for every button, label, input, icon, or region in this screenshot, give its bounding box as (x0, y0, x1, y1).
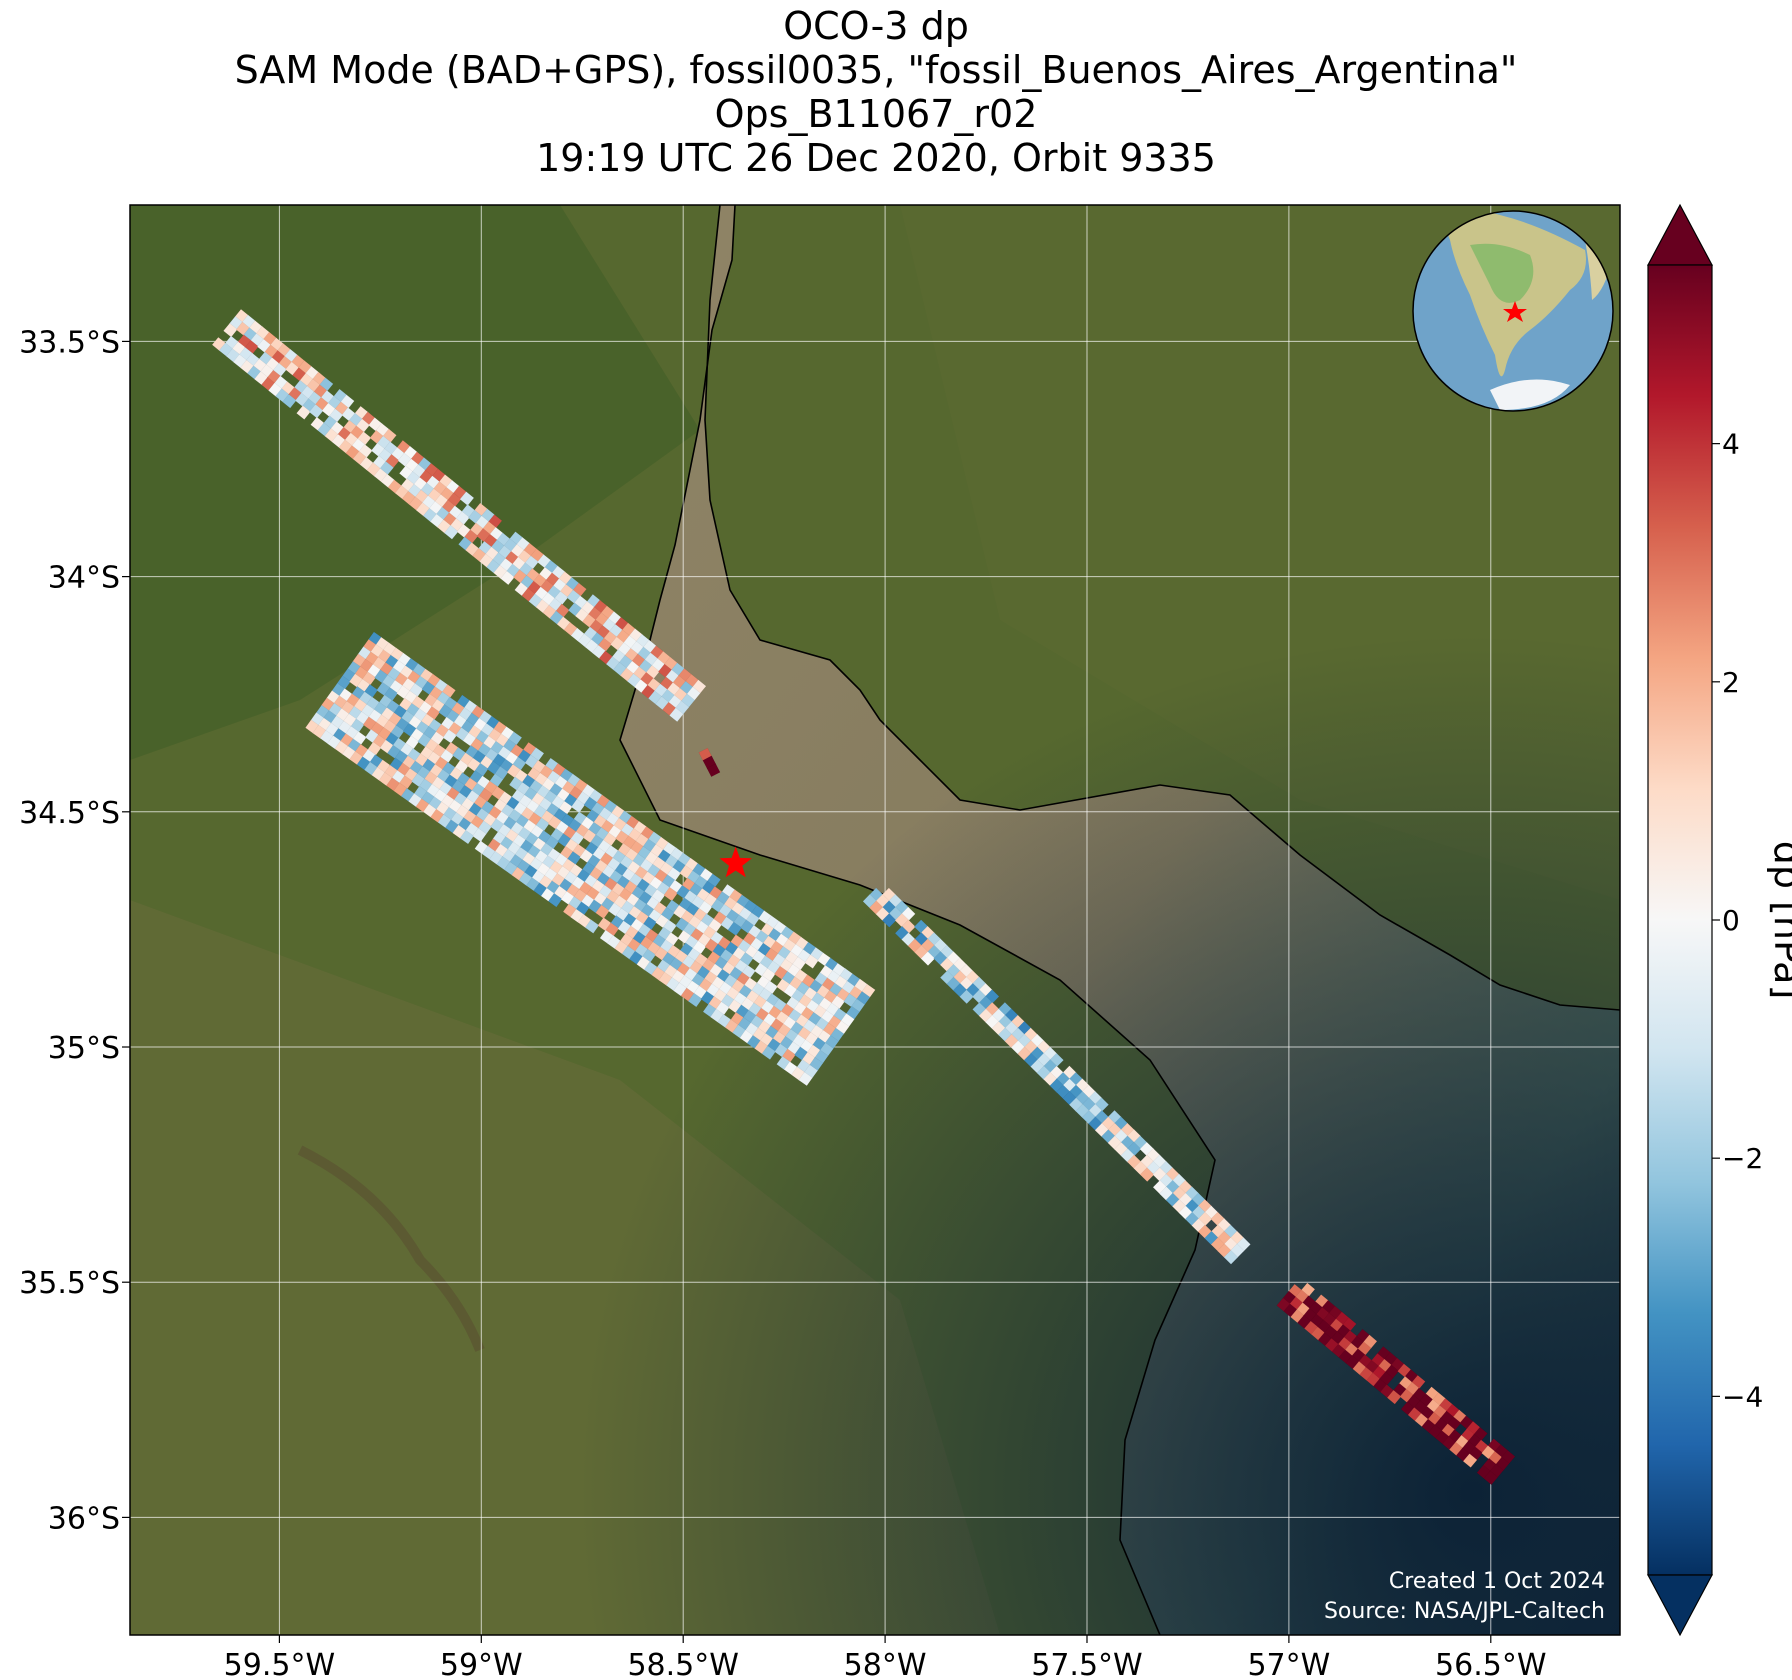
x-tick-label: 57.5°W (1031, 1648, 1142, 1680)
globe-inset (1412, 210, 1614, 412)
colorbar-gradient (1647, 264, 1713, 1576)
footprint (1483, 1470, 1499, 1486)
map-gridlines (130, 205, 1620, 1635)
credit-created: Created 1 Oct 2024 (1389, 1569, 1605, 1594)
footprint (296, 405, 311, 420)
coastline-north (704, 205, 1620, 1011)
colorbar-tick-label: 0 (1722, 904, 1740, 937)
title-line-3: Ops_B11067_r02 (714, 92, 1038, 136)
footprint (444, 525, 459, 540)
globe-star-icon (1503, 301, 1527, 322)
colorbar-label: dp [hPa] (1766, 841, 1792, 1000)
footprint (798, 1071, 813, 1087)
axis-ticks: 59.5°W 59°W 58.5°W 58°W 57.5°W 57°W 56.5°W 33.5… (19, 325, 1546, 1680)
footprint (687, 992, 703, 1008)
x-tick-label: 56.5°W (1435, 1648, 1546, 1680)
globe-outline (1412, 210, 1614, 412)
footprint (500, 570, 515, 586)
y-tick-label: 35.5°S (19, 1266, 120, 1301)
footprint (1462, 1453, 1478, 1468)
amazon-shape (1470, 243, 1534, 303)
colorbar-tick-label: 2 (1722, 666, 1740, 699)
swath-swath-1 (211, 308, 707, 722)
colorbar: 4 2 0 −2 −4 dp [hPa] (1647, 203, 1792, 1637)
y-tick-label: 36°S (48, 1501, 120, 1536)
footprint (881, 913, 897, 928)
antarctica-shape (1490, 379, 1570, 410)
footprint (669, 707, 684, 722)
footprint (548, 892, 563, 908)
y-tick-label: 34°S (48, 561, 120, 596)
footprint (459, 829, 475, 845)
x-tick-label: 57°W (1247, 1648, 1330, 1680)
credit-source: Source: NASA/JPL-Caltech (1324, 1599, 1605, 1624)
y-tick-label: 34.5°S (19, 796, 120, 831)
swath-swath-3 (862, 887, 1251, 1265)
map-frame (129, 204, 1621, 1636)
colorbar-extend-bottom (1647, 1574, 1713, 1637)
x-tick-label: 58°W (844, 1648, 927, 1680)
footprint (584, 919, 600, 934)
swath-swath-4 (1276, 1282, 1516, 1486)
swath-swath-5 (698, 747, 721, 778)
colorbar-ticks: 4 2 0 −2 −4 (1712, 428, 1763, 1413)
colorbar-tick-label: −4 (1722, 1380, 1763, 1413)
footprint (920, 951, 936, 966)
swath-swath-2 (305, 631, 876, 1087)
x-tick-label: 59°W (440, 1648, 523, 1680)
title-line-1: OCO-3 dp (783, 4, 969, 48)
map-background: Created 1 Oct 2024 Source: NASA/JPL-Calt… (130, 205, 1620, 1635)
footprint (1386, 1389, 1402, 1405)
colorbar-tick-label: −2 (1722, 1142, 1763, 1175)
title-line-4: 19:19 UTC 26 Dec 2020, Orbit 9335 (536, 136, 1216, 180)
title-line-2: SAM Mode (BAD+GPS), fossil0035, "fossil_… (234, 48, 1518, 92)
target-star-icon (719, 846, 752, 878)
x-tick-label: 58.5°W (627, 1648, 738, 1680)
footprint (761, 1045, 776, 1060)
footprint (1139, 1167, 1155, 1182)
x-tick-label: 59.5°W (224, 1648, 335, 1680)
footprint (959, 989, 974, 1004)
colorbar-tick-label: 4 (1722, 428, 1740, 461)
coastline-south (619, 205, 1216, 1635)
footprint (804, 954, 819, 969)
footprint (706, 763, 721, 778)
footprint-swaths (211, 308, 1516, 1486)
y-tick-label: 33.5°S (19, 325, 120, 360)
y-tick-label: 35°S (48, 1031, 120, 1066)
plot-title: OCO-3 dp SAM Mode (BAD+GPS), fossil0035,… (0, 4, 1752, 180)
footprint (282, 393, 297, 409)
colorbar-extend-top (1647, 203, 1713, 266)
footprint (1223, 1249, 1239, 1265)
